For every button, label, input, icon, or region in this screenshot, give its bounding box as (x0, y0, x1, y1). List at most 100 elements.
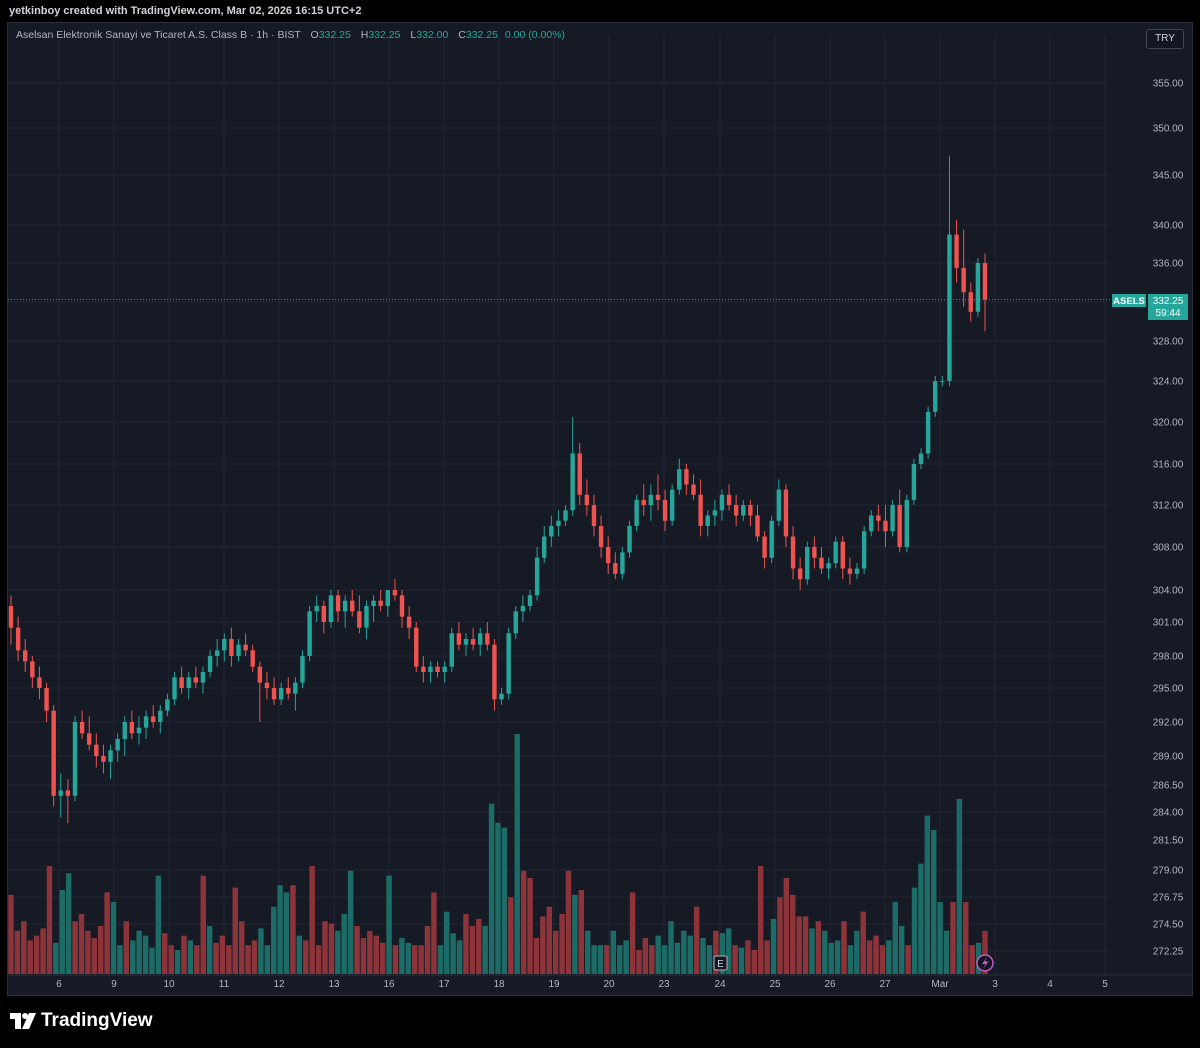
candle-body (250, 650, 255, 667)
volume-bar (238, 921, 245, 974)
candle-body (982, 263, 988, 300)
volume-bar (271, 906, 277, 974)
time-tick-label: 25 (769, 979, 781, 990)
volume-bar (46, 866, 53, 974)
currency-button[interactable]: TRY (1146, 29, 1184, 49)
volume-bar (969, 945, 975, 974)
candle-body (72, 722, 78, 796)
volume-bar (854, 930, 860, 974)
symbol-legend[interactable]: Aselsan Elektronik Sanayi ve Ticaret A.S… (16, 29, 565, 41)
volume-bar (149, 947, 155, 974)
candle-body (229, 639, 234, 656)
volume-bar (194, 945, 200, 974)
candle-body (94, 744, 99, 756)
volume-bar (322, 921, 328, 974)
time-axis[interactable]: 6 9 10 11 12 13 16 17 18 19 20 23 24 25 26 27 Mar 3 4 5 (8, 974, 1192, 990)
price-tick-label: 279.00 (1153, 866, 1184, 877)
candle-body (741, 505, 746, 516)
price-tick-label: 312.00 (1153, 501, 1184, 512)
candle-body (883, 520, 888, 532)
volume-bar (444, 911, 450, 974)
volume-bar (72, 921, 78, 974)
candle-body (762, 536, 767, 558)
volume-bar (642, 938, 649, 974)
time-tick-label: 11 (219, 979, 230, 990)
price-tag-countdown: 59:44 (1155, 308, 1180, 319)
time-tick-label: 9 (111, 979, 117, 990)
candle-body (193, 677, 199, 683)
volume-bar (65, 873, 72, 974)
volume-bar (623, 940, 629, 974)
candlestick-chart[interactable]: 355.00 350.00 345.00 340.00 336.00 332.00 328.… (8, 23, 1192, 995)
candle-body (861, 531, 867, 569)
volume-bar (732, 945, 738, 974)
chart-panel[interactable]: 355.00 350.00 345.00 340.00 336.00 332.00 328.… (7, 22, 1193, 996)
candle-body (925, 411, 931, 454)
volume-bar (892, 902, 899, 974)
volume-bar (367, 930, 373, 974)
volume-bar (392, 945, 399, 974)
candle-body (506, 633, 511, 694)
volume-bar (745, 940, 751, 974)
volume-bar (860, 911, 866, 974)
volume-bar (347, 870, 354, 974)
candle-body (300, 656, 305, 683)
volume-bar (931, 830, 937, 974)
volume-bar (59, 890, 65, 974)
volume-bar (770, 918, 777, 974)
high-label: H (360, 29, 369, 41)
volume-bar (85, 930, 91, 974)
volume-bar (200, 875, 206, 974)
volume-bar (501, 827, 508, 974)
candle-body (428, 666, 433, 672)
volume-bar (578, 890, 585, 974)
volume-bar (33, 935, 40, 974)
time-tick-label: 10 (163, 979, 175, 990)
tradingview-logo[interactable]: TradingView (10, 1010, 153, 1032)
candle-body (641, 499, 646, 505)
volume-bar (674, 942, 681, 974)
open-label: O (310, 29, 319, 41)
candle-body (222, 639, 227, 651)
volume-bar (649, 945, 655, 974)
symbol-title: Aselsan Elektronik Sanayi ve Ticaret A.S… (16, 29, 301, 41)
price-tick-label: 324.00 (1153, 377, 1184, 388)
volume-bar (879, 945, 886, 974)
volume-bar (866, 940, 873, 974)
time-tick-label: 4 (1047, 979, 1053, 990)
price-tick-label: 281.50 (1153, 836, 1184, 847)
volume-bar (758, 866, 764, 974)
candle-body (605, 547, 611, 564)
tradingview-logo-text: TradingView (41, 1010, 153, 1031)
candle-body (677, 469, 682, 490)
earnings-marker[interactable]: E (713, 955, 728, 971)
volume-bar (796, 916, 802, 974)
close-label: C (458, 29, 466, 41)
volume-bar (277, 885, 283, 974)
volume-bar (469, 926, 476, 974)
candle-body (556, 520, 561, 526)
volume-bar (136, 930, 142, 974)
candle-body (520, 606, 526, 612)
candle-body (627, 526, 632, 553)
volume-bar (540, 916, 546, 974)
volume-bar (847, 945, 854, 974)
price-tick-label: 345.00 (1153, 171, 1184, 182)
candle-body (172, 677, 177, 700)
price-tick-label: 298.00 (1153, 652, 1184, 663)
price-axis[interactable]: 355.00350.00345.00340.00336.00332.00328.… (1111, 23, 1184, 975)
volume-bar (963, 902, 969, 974)
price-tag-bg (1148, 294, 1188, 320)
change-value: 0.00 (0.00%) (504, 29, 566, 41)
volume-bar (841, 921, 847, 974)
dividend-lightning-icon[interactable] (976, 954, 994, 972)
volume-bar (335, 930, 341, 974)
volume-bar (258, 928, 264, 974)
price-tick-label: 304.00 (1153, 586, 1184, 597)
candle-body (44, 688, 49, 711)
candle-body (371, 600, 376, 606)
volume-bar (629, 892, 636, 974)
candle-body (214, 650, 220, 656)
candle-body (542, 536, 547, 558)
candle-body (968, 292, 973, 312)
